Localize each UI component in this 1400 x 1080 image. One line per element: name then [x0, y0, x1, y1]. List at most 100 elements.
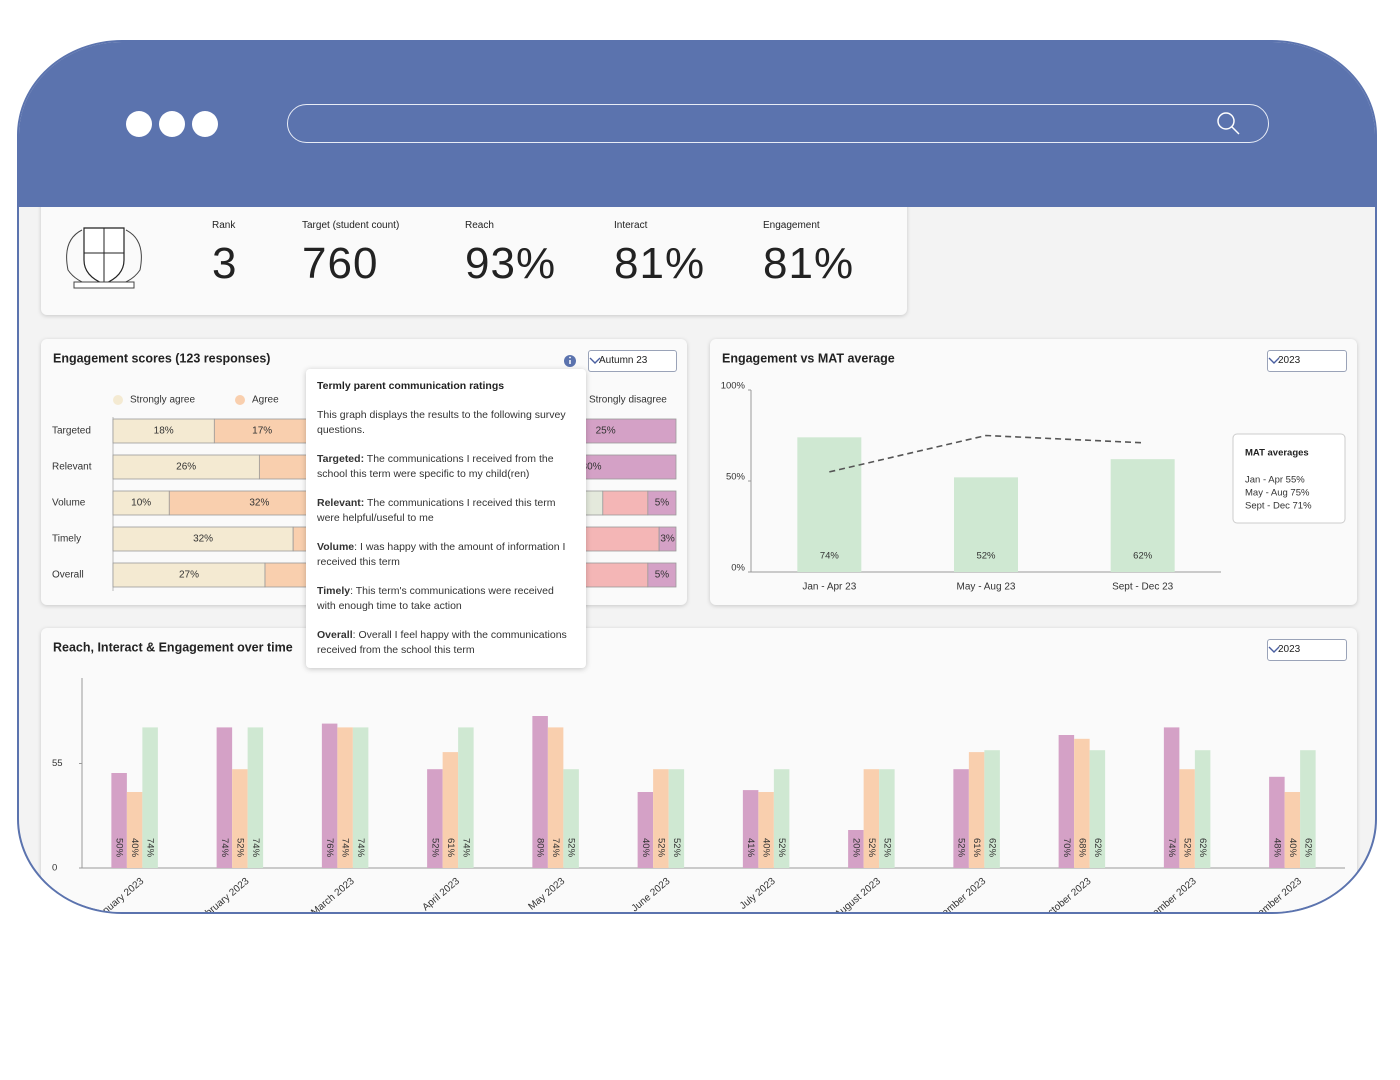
bar-label: 70% — [1061, 838, 1072, 858]
bar-label: 52% — [671, 838, 682, 858]
kpi-value: 760 — [302, 239, 379, 288]
bar — [1074, 738, 1090, 868]
bar — [879, 769, 895, 868]
x-tick-label: September 2023 — [925, 876, 989, 914]
bar-segment — [112, 526, 294, 552]
x-tick-label: Jan - Apr 23 — [802, 582, 856, 593]
year-dropdown[interactable]: 2023 — [1267, 350, 1347, 372]
bar-label: 62% — [1133, 551, 1153, 562]
bar — [1269, 776, 1285, 868]
y-tick-label: 50% — [726, 472, 746, 483]
window-dot[interactable] — [192, 111, 218, 137]
bar — [247, 727, 264, 868]
bar-label: 52% — [776, 838, 787, 858]
bar — [232, 769, 248, 868]
bar-label: 74% — [550, 838, 561, 858]
bar-label: 40% — [761, 838, 772, 858]
x-tick-label: May 2023 — [527, 876, 568, 913]
x-tick-label: October 2023 — [1040, 876, 1094, 914]
row-label: Timely — [52, 534, 81, 545]
window-dot[interactable] — [126, 111, 152, 137]
kpi-label: Reach — [465, 220, 494, 231]
bar — [547, 727, 564, 868]
bar-segment — [647, 490, 677, 516]
bar-segment — [602, 490, 649, 516]
tooltip-item: Timely: This term's communications were … — [317, 584, 575, 614]
bar-segment — [213, 418, 311, 444]
segment-label: 26% — [176, 462, 196, 473]
kpi: Target (student count) 760 — [302, 220, 399, 289]
bar — [758, 792, 774, 868]
card-title: Engagement scores (123 responses) — [53, 351, 270, 365]
bar-label: 68% — [1076, 838, 1087, 858]
x-tick-label: Sept - Dec 23 — [1112, 582, 1174, 593]
bar-label: 40% — [1287, 838, 1298, 858]
bar — [984, 750, 1000, 868]
bar-label: 80% — [535, 838, 546, 858]
time-chart: Reach, Interact & Engagement over time 0 5… — [52, 640, 1345, 914]
bar — [1194, 750, 1211, 868]
school-logo — [66, 227, 142, 289]
segment-label: 3% — [660, 534, 675, 545]
tooltip-term: Volume — [317, 541, 355, 553]
kpi-value: 93% — [465, 239, 557, 288]
legend-label: Strongly agree — [130, 395, 195, 406]
tooltip-item: Relevant: The communications I received … — [317, 496, 575, 526]
bar — [1110, 459, 1175, 572]
x-tick-label: March 2023 — [309, 876, 357, 914]
bar — [968, 752, 985, 868]
tooltip-intro: This graph displays the results to the f… — [317, 409, 566, 436]
bar-label: 52% — [655, 838, 666, 858]
tooltip: Termly parent communication ratings This… — [306, 369, 586, 668]
row-label: Targeted — [52, 426, 91, 437]
segment-label: 5% — [655, 498, 670, 509]
bar-label: 74% — [145, 838, 156, 858]
bar — [1163, 727, 1180, 868]
window-dot[interactable] — [159, 111, 185, 137]
bar-label: 50% — [114, 838, 125, 858]
bar — [111, 773, 127, 868]
kpi-label: Engagement — [763, 220, 820, 231]
row-label: Volume — [52, 498, 86, 509]
bar-label: 52% — [881, 838, 892, 858]
year-dropdown[interactable]: 2023 — [1267, 639, 1347, 661]
bar-label: 62% — [1092, 838, 1103, 858]
bar-label: 74% — [1166, 838, 1177, 858]
bar — [563, 769, 579, 868]
bar — [797, 437, 862, 572]
segment-label: 27% — [179, 570, 199, 581]
bar-label: 52% — [976, 551, 996, 562]
bar — [321, 723, 338, 868]
dropdown-text: 2023 — [1278, 355, 1301, 366]
kpi-value: 3 — [212, 239, 238, 288]
bar — [142, 727, 158, 868]
legend-swatch — [235, 395, 245, 405]
tooltip-term: Timely — [317, 585, 351, 597]
tooltip-text: The communications I received from the s… — [317, 453, 554, 480]
legend-item: Sept - Dec 71% — [1245, 501, 1312, 512]
bar-label: 74% — [820, 551, 840, 562]
bar — [1089, 750, 1106, 868]
kpi-card: Rank 3 Target (student count) 760 Reach 93% In… — [41, 192, 907, 315]
x-tick-label: February 2023 — [195, 876, 252, 914]
bar-segment — [574, 526, 660, 552]
info-icon[interactable] — [564, 355, 576, 367]
legend-item: May - Aug 75% — [1245, 488, 1310, 499]
term-dropdown[interactable]: Autumn 23 — [588, 350, 677, 372]
bar — [653, 769, 669, 868]
y-tick-label: 0% — [731, 563, 745, 574]
x-tick-label: January 2023 — [93, 876, 147, 914]
y-tick-label: 0 — [52, 863, 57, 874]
bar-label: 41% — [745, 838, 756, 858]
bar — [1179, 769, 1195, 868]
search-bar[interactable] — [287, 104, 1269, 143]
segment-label: 32% — [249, 498, 269, 509]
search-icon[interactable] — [1214, 109, 1244, 139]
tooltip-text: : Overall I feel happy with the communic… — [317, 629, 567, 656]
bar — [1058, 735, 1075, 868]
tooltip-title: Termly parent communication ratings — [317, 380, 505, 392]
bar-label: 61% — [445, 838, 456, 858]
bar — [637, 792, 654, 868]
segment-label: 17% — [252, 426, 272, 437]
tooltip-text: : This term's communications were receiv… — [317, 585, 554, 612]
